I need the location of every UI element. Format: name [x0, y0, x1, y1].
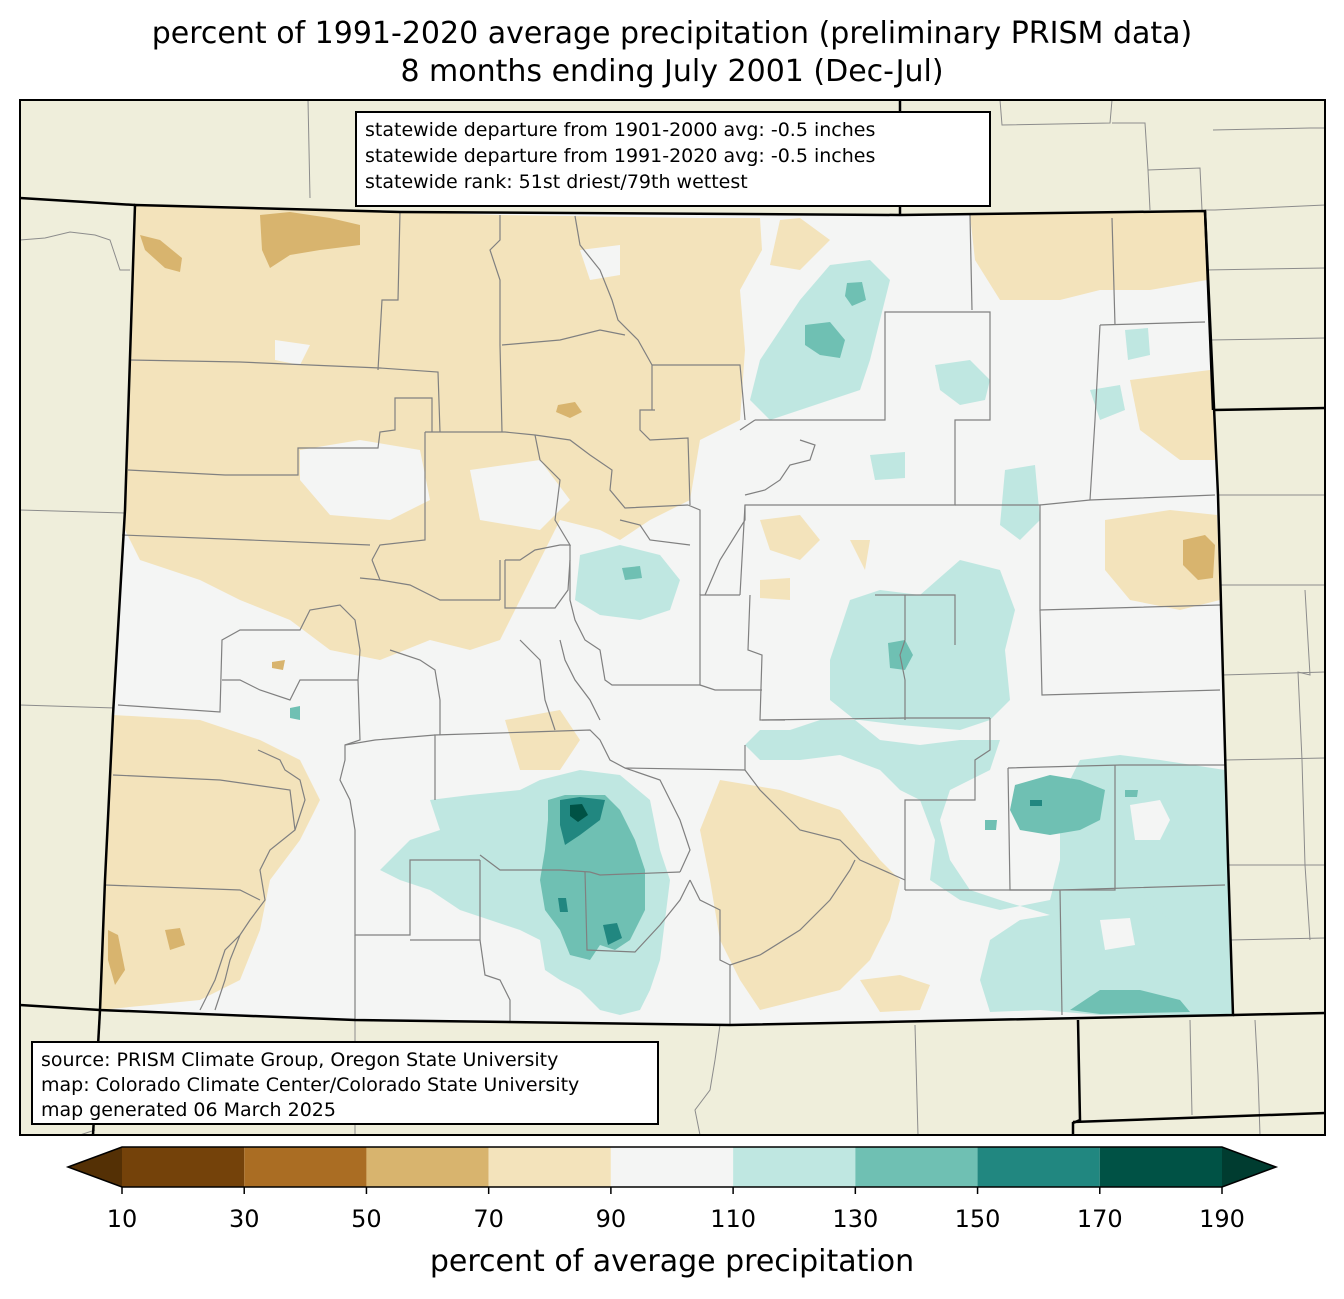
colorbar-bin-8 [1099, 1147, 1222, 1187]
near-normal-wet-holes [1100, 800, 1170, 950]
colorbar-tick-label: 90 [595, 1205, 627, 1233]
colorbar-tick-label: 50 [351, 1205, 382, 1233]
county-borders [104, 211, 1226, 1025]
near-normal-holes [130, 245, 620, 710]
colorbar-tick-label: 110 [710, 1205, 757, 1233]
colorbar-tick-label: 170 [1076, 1205, 1123, 1233]
colorbar-over-arrow [1222, 1147, 1276, 1187]
colorbar-bin-5 [733, 1147, 856, 1187]
colorbar-tick-label: 70 [473, 1205, 504, 1233]
stats-line-3: statewide rank: 51st driest/79th wettest [365, 171, 748, 193]
dry-50-70-areas [108, 212, 1215, 985]
statewide-stats-box: statewide departure from 1901-2000 avg: … [355, 111, 991, 207]
colorbar-bin-0 [122, 1147, 245, 1187]
colorbar-under-arrow [68, 1147, 122, 1187]
colorado-border [98, 203, 1235, 1027]
colorbar-bin-7 [977, 1147, 1100, 1187]
map-title-line2: 8 months ending July 2001 (Dec-Jul) [400, 54, 944, 89]
colorbar-tick-label: 190 [1199, 1205, 1245, 1233]
source-box: source: PRISM Climate Group, Oregon Stat… [31, 1041, 659, 1125]
source-line-3: map generated 06 March 2025 [41, 1099, 336, 1121]
colorbar-bin-3 [488, 1147, 611, 1187]
colorbar-tick-label: 150 [954, 1205, 1001, 1233]
neighbor-county-lines [19, 99, 1326, 1136]
colorbar-label: percent of average precipitation [429, 1244, 915, 1279]
colorbar-bin-1 [244, 1147, 367, 1187]
source-line-2: map: Colorado Climate Center/Colorado St… [41, 1074, 580, 1096]
colorbar-bin-4 [610, 1147, 734, 1187]
map-title-line1: percent of 1991-2020 average precipitati… [151, 16, 1193, 51]
source-line-1: source: PRISM Climate Group, Oregon Stat… [41, 1049, 559, 1071]
wet-170-190-areas [570, 804, 588, 822]
colorbar-tick-label: 130 [832, 1205, 879, 1233]
stats-line-1: statewide departure from 1901-2000 avg: … [365, 119, 876, 141]
stats-line-2: statewide departure from 1991-2020 avg: … [365, 145, 876, 167]
colorbar-bin-6 [855, 1147, 978, 1187]
colorbar-tick-label: 10 [106, 1205, 138, 1233]
colorbar [65, 1146, 1279, 1194]
wet-130-150-areas [290, 282, 1190, 1014]
map-frame [19, 99, 1326, 1136]
colorbar-bin-2 [366, 1147, 489, 1187]
colorbar-tick-label: 30 [228, 1205, 260, 1233]
